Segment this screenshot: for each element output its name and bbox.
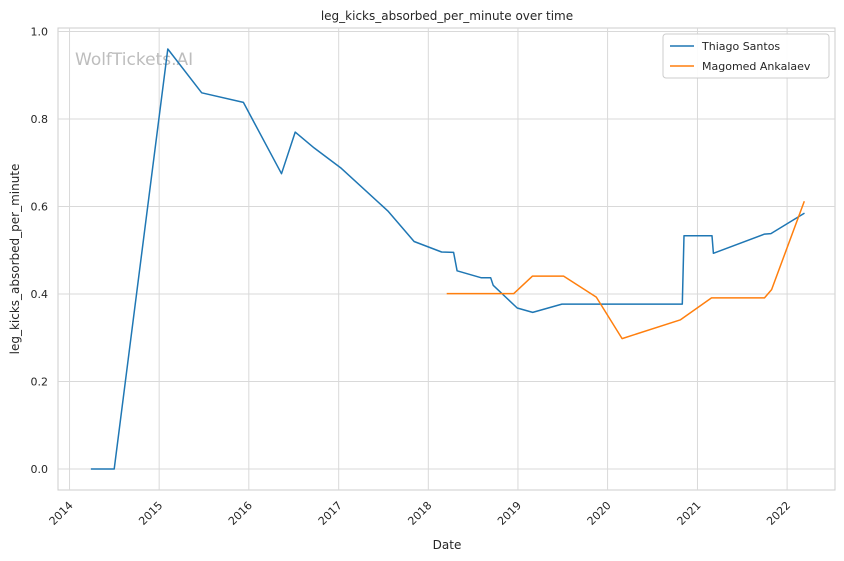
y-tick-label-0.6: 0.6 (31, 201, 49, 214)
legend-box (662, 33, 830, 79)
y-tick-label-0.0: 0.0 (31, 463, 49, 476)
series-line-thiago-santos (90, 48, 805, 470)
legend-label-thiago-santos: Thiago Santos (701, 40, 780, 53)
y-tick-label-0.2: 0.2 (31, 376, 49, 389)
y-tick-labels: 0.0 0.2 0.4 0.6 0.8 1.0 (31, 26, 49, 477)
chart-title: leg_kicks_absorbed_per_minute over time (321, 9, 573, 23)
y-tick-label-0.8: 0.8 (31, 113, 49, 126)
x-axis-label: Date (433, 538, 462, 552)
y-axis-label: leg_kicks_absorbed_per_minute (8, 164, 22, 355)
legend: Thiago Santos Magomed Ankalaev (662, 33, 830, 79)
y-tick-label-1.0: 1.0 (31, 26, 49, 39)
plot-area (57, 27, 836, 491)
watermark-text: WolfTickets.AI (75, 50, 193, 70)
series-layer (90, 48, 806, 470)
legend-label-magomed-ankalaev: Magomed Ankalaev (702, 60, 811, 73)
y-tick-label-0.4: 0.4 (31, 288, 49, 301)
x-gridlines (69, 28, 788, 490)
y-gridlines (58, 31, 835, 470)
series-line-magomed-ankalaev (446, 201, 806, 340)
